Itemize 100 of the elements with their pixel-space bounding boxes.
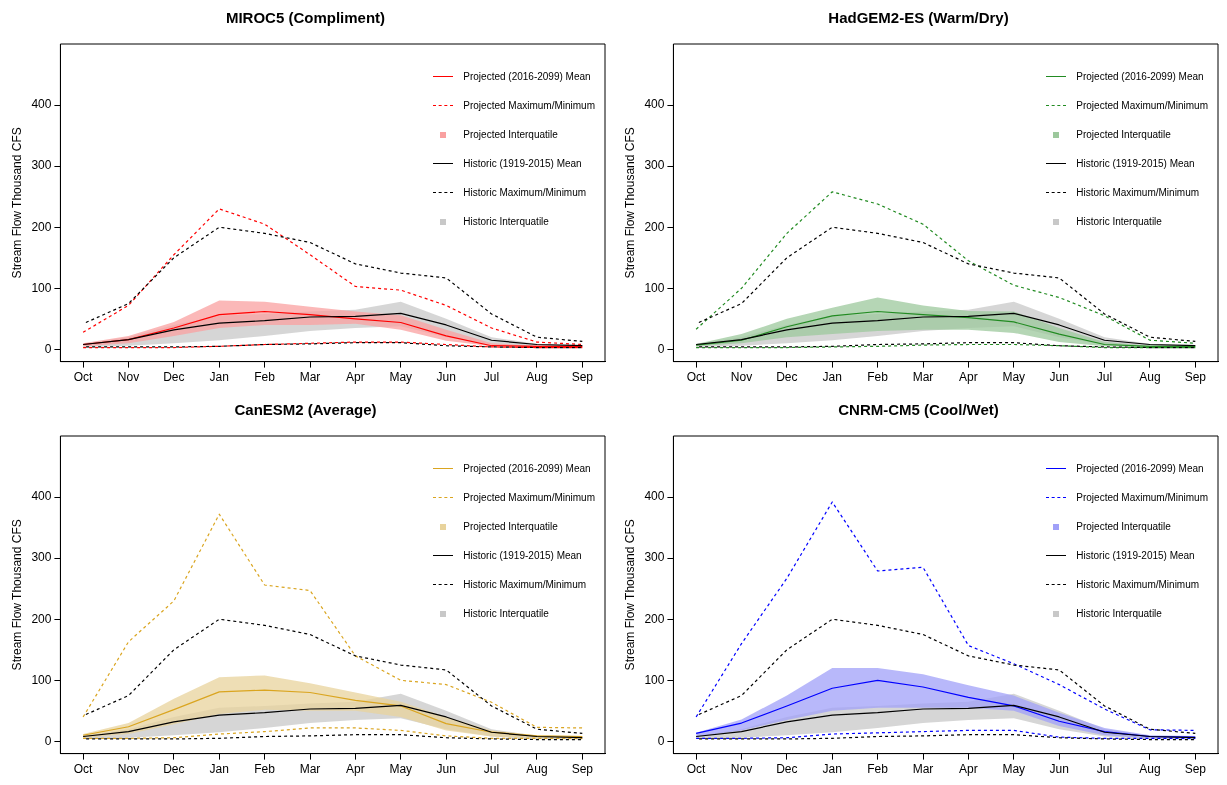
x-tick-label: Feb bbox=[867, 370, 889, 385]
legend-label: Historic (1919-2015) Mean bbox=[1076, 158, 1195, 169]
x-tick-label: May bbox=[1002, 370, 1026, 385]
chart-title: MIROC5 (Compliment) bbox=[225, 9, 386, 27]
x-tick-label: Feb bbox=[867, 762, 889, 777]
x-tick-label: Jan bbox=[822, 370, 842, 385]
x-tick-label: Apr bbox=[346, 762, 365, 777]
y-tick-label: 400 bbox=[644, 97, 665, 112]
chart-title: HadGEM2-ES (Warm/Dry) bbox=[828, 9, 1009, 27]
x-tick-label: Apr bbox=[959, 762, 978, 777]
x-tick-label: Sep bbox=[1184, 370, 1207, 385]
legend-label: Historic Interquatile bbox=[463, 608, 549, 619]
legend-label: Projected (2016-2099) Mean bbox=[463, 71, 591, 82]
legend-label: Projected Interquatile bbox=[463, 129, 558, 140]
x-tick-label: Jul bbox=[483, 762, 500, 777]
x-tick-label: Mar bbox=[912, 762, 934, 777]
x-tick-label: Jul bbox=[483, 370, 500, 385]
legend-label: Historic Interquatile bbox=[1076, 216, 1162, 227]
x-tick-label: Oct bbox=[686, 370, 707, 385]
x-tick-label: Oct bbox=[686, 762, 707, 777]
y-tick-label: 400 bbox=[644, 489, 665, 504]
x-tick-label: Jan bbox=[209, 762, 229, 777]
x-tick-label: Jan bbox=[209, 370, 229, 385]
y-tick-label: 200 bbox=[31, 219, 52, 234]
legend-label: Projected Maximum/Minimum bbox=[463, 492, 595, 503]
x-tick-label: Dec bbox=[163, 370, 185, 385]
legend-label: Historic Interquatile bbox=[1076, 608, 1162, 619]
x-tick-label: Oct bbox=[73, 370, 94, 385]
x-tick-label: Jun bbox=[1049, 762, 1069, 777]
x-tick-label: Jun bbox=[436, 370, 456, 385]
x-tick-label: Apr bbox=[959, 370, 978, 385]
legend-label: Projected Interquatile bbox=[1076, 129, 1171, 140]
y-tick-label: 400 bbox=[31, 97, 52, 112]
x-tick-label: Aug bbox=[1139, 370, 1161, 385]
y-tick-label: 300 bbox=[644, 550, 665, 565]
x-tick-label: Nov bbox=[117, 370, 140, 385]
y-tick-label: 300 bbox=[31, 158, 52, 173]
y-tick-label: 200 bbox=[644, 611, 665, 626]
x-tick-label: May bbox=[1002, 762, 1026, 777]
x-tick-label: Oct bbox=[73, 762, 94, 777]
x-tick-label: May bbox=[389, 762, 413, 777]
legend-label: Projected Maximum/Minimum bbox=[1076, 100, 1208, 111]
x-tick-label: Aug bbox=[526, 762, 548, 777]
legend-label: Projected Maximum/Minimum bbox=[463, 100, 595, 111]
legend-label: Projected Interquatile bbox=[463, 521, 558, 532]
legend-label: Projected (2016-2099) Mean bbox=[1076, 463, 1204, 474]
y-axis-title: Stream Flow Thousand CFS bbox=[9, 519, 24, 671]
legend-label: Historic Maximum/Minimum bbox=[463, 579, 587, 590]
x-tick-label: Dec bbox=[163, 762, 185, 777]
x-tick-label: Nov bbox=[117, 762, 140, 777]
x-tick-label: Sep bbox=[571, 762, 594, 777]
x-tick-label: Feb bbox=[254, 762, 276, 777]
x-tick-label: Sep bbox=[571, 370, 594, 385]
y-tick-label: 300 bbox=[31, 550, 52, 565]
x-tick-label: Mar bbox=[299, 762, 321, 777]
y-tick-label: 100 bbox=[31, 280, 52, 295]
x-tick-label: Aug bbox=[1139, 762, 1161, 777]
y-tick-label: 100 bbox=[644, 280, 665, 295]
y-tick-label: 0 bbox=[44, 341, 52, 356]
legend-label: Historic (1919-2015) Mean bbox=[463, 158, 582, 169]
x-tick-label: May bbox=[389, 370, 413, 385]
legend-label: Historic Maximum/Minimum bbox=[1076, 579, 1200, 590]
y-tick-label: 0 bbox=[657, 733, 665, 748]
x-tick-label: Nov bbox=[730, 370, 753, 385]
y-tick-label: 0 bbox=[657, 341, 665, 356]
y-tick-label: 100 bbox=[31, 672, 52, 687]
x-tick-label: Jul bbox=[1096, 370, 1113, 385]
y-tick-label: 200 bbox=[31, 611, 52, 626]
y-axis-title: Stream Flow Thousand CFS bbox=[9, 127, 24, 279]
legend-label: Projected Interquatile bbox=[1076, 521, 1171, 532]
y-axis-title: Stream Flow Thousand CFS bbox=[622, 519, 637, 671]
legend-label: Projected (2016-2099) Mean bbox=[463, 463, 591, 474]
x-tick-label: Sep bbox=[1184, 762, 1207, 777]
x-tick-label: Feb bbox=[254, 370, 276, 385]
legend-label: Historic Maximum/Minimum bbox=[1076, 187, 1200, 198]
x-tick-label: Jul bbox=[1096, 762, 1113, 777]
y-tick-label: 200 bbox=[644, 219, 665, 234]
y-axis-title: Stream Flow Thousand CFS bbox=[622, 127, 637, 279]
chart-title: CNRM-CM5 (Cool/Wet) bbox=[838, 401, 999, 419]
legend-label: Projected Maximum/Minimum bbox=[1076, 492, 1208, 503]
y-tick-label: 100 bbox=[644, 672, 665, 687]
x-tick-label: Mar bbox=[299, 370, 321, 385]
x-tick-label: Jan bbox=[822, 762, 842, 777]
legend-label: Historic Maximum/Minimum bbox=[463, 187, 587, 198]
x-tick-label: Nov bbox=[730, 762, 753, 777]
legend-label: Projected (2016-2099) Mean bbox=[1076, 71, 1204, 82]
x-tick-label: Apr bbox=[346, 370, 365, 385]
y-tick-label: 300 bbox=[644, 158, 665, 173]
legend-label: Historic Interquatile bbox=[463, 216, 549, 227]
x-tick-label: Dec bbox=[776, 762, 798, 777]
legend-label: Historic (1919-2015) Mean bbox=[463, 550, 582, 561]
legend-label: Historic (1919-2015) Mean bbox=[1076, 550, 1195, 561]
x-tick-label: Aug bbox=[526, 370, 548, 385]
x-tick-label: Mar bbox=[912, 370, 934, 385]
x-tick-label: Jun bbox=[436, 762, 456, 777]
y-tick-label: 400 bbox=[31, 489, 52, 504]
x-tick-label: Dec bbox=[776, 370, 798, 385]
chart-title: CanESM2 (Average) bbox=[234, 401, 377, 419]
y-tick-label: 0 bbox=[44, 733, 52, 748]
x-tick-label: Jun bbox=[1049, 370, 1069, 385]
